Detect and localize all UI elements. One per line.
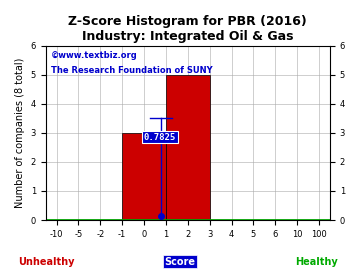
Text: The Research Foundation of SUNY: The Research Foundation of SUNY — [51, 66, 213, 76]
Bar — [122, 133, 166, 220]
Text: Unhealthy: Unhealthy — [19, 256, 75, 266]
Text: 0.7825: 0.7825 — [144, 133, 176, 142]
Text: ©www.textbiz.org: ©www.textbiz.org — [51, 51, 138, 60]
Text: Healthy: Healthy — [296, 256, 338, 266]
Bar — [166, 75, 210, 220]
Text: Score: Score — [165, 256, 195, 266]
Y-axis label: Number of companies (8 total): Number of companies (8 total) — [15, 58, 25, 208]
Title: Z-Score Histogram for PBR (2016)
Industry: Integrated Oil & Gas: Z-Score Histogram for PBR (2016) Industr… — [68, 15, 307, 43]
